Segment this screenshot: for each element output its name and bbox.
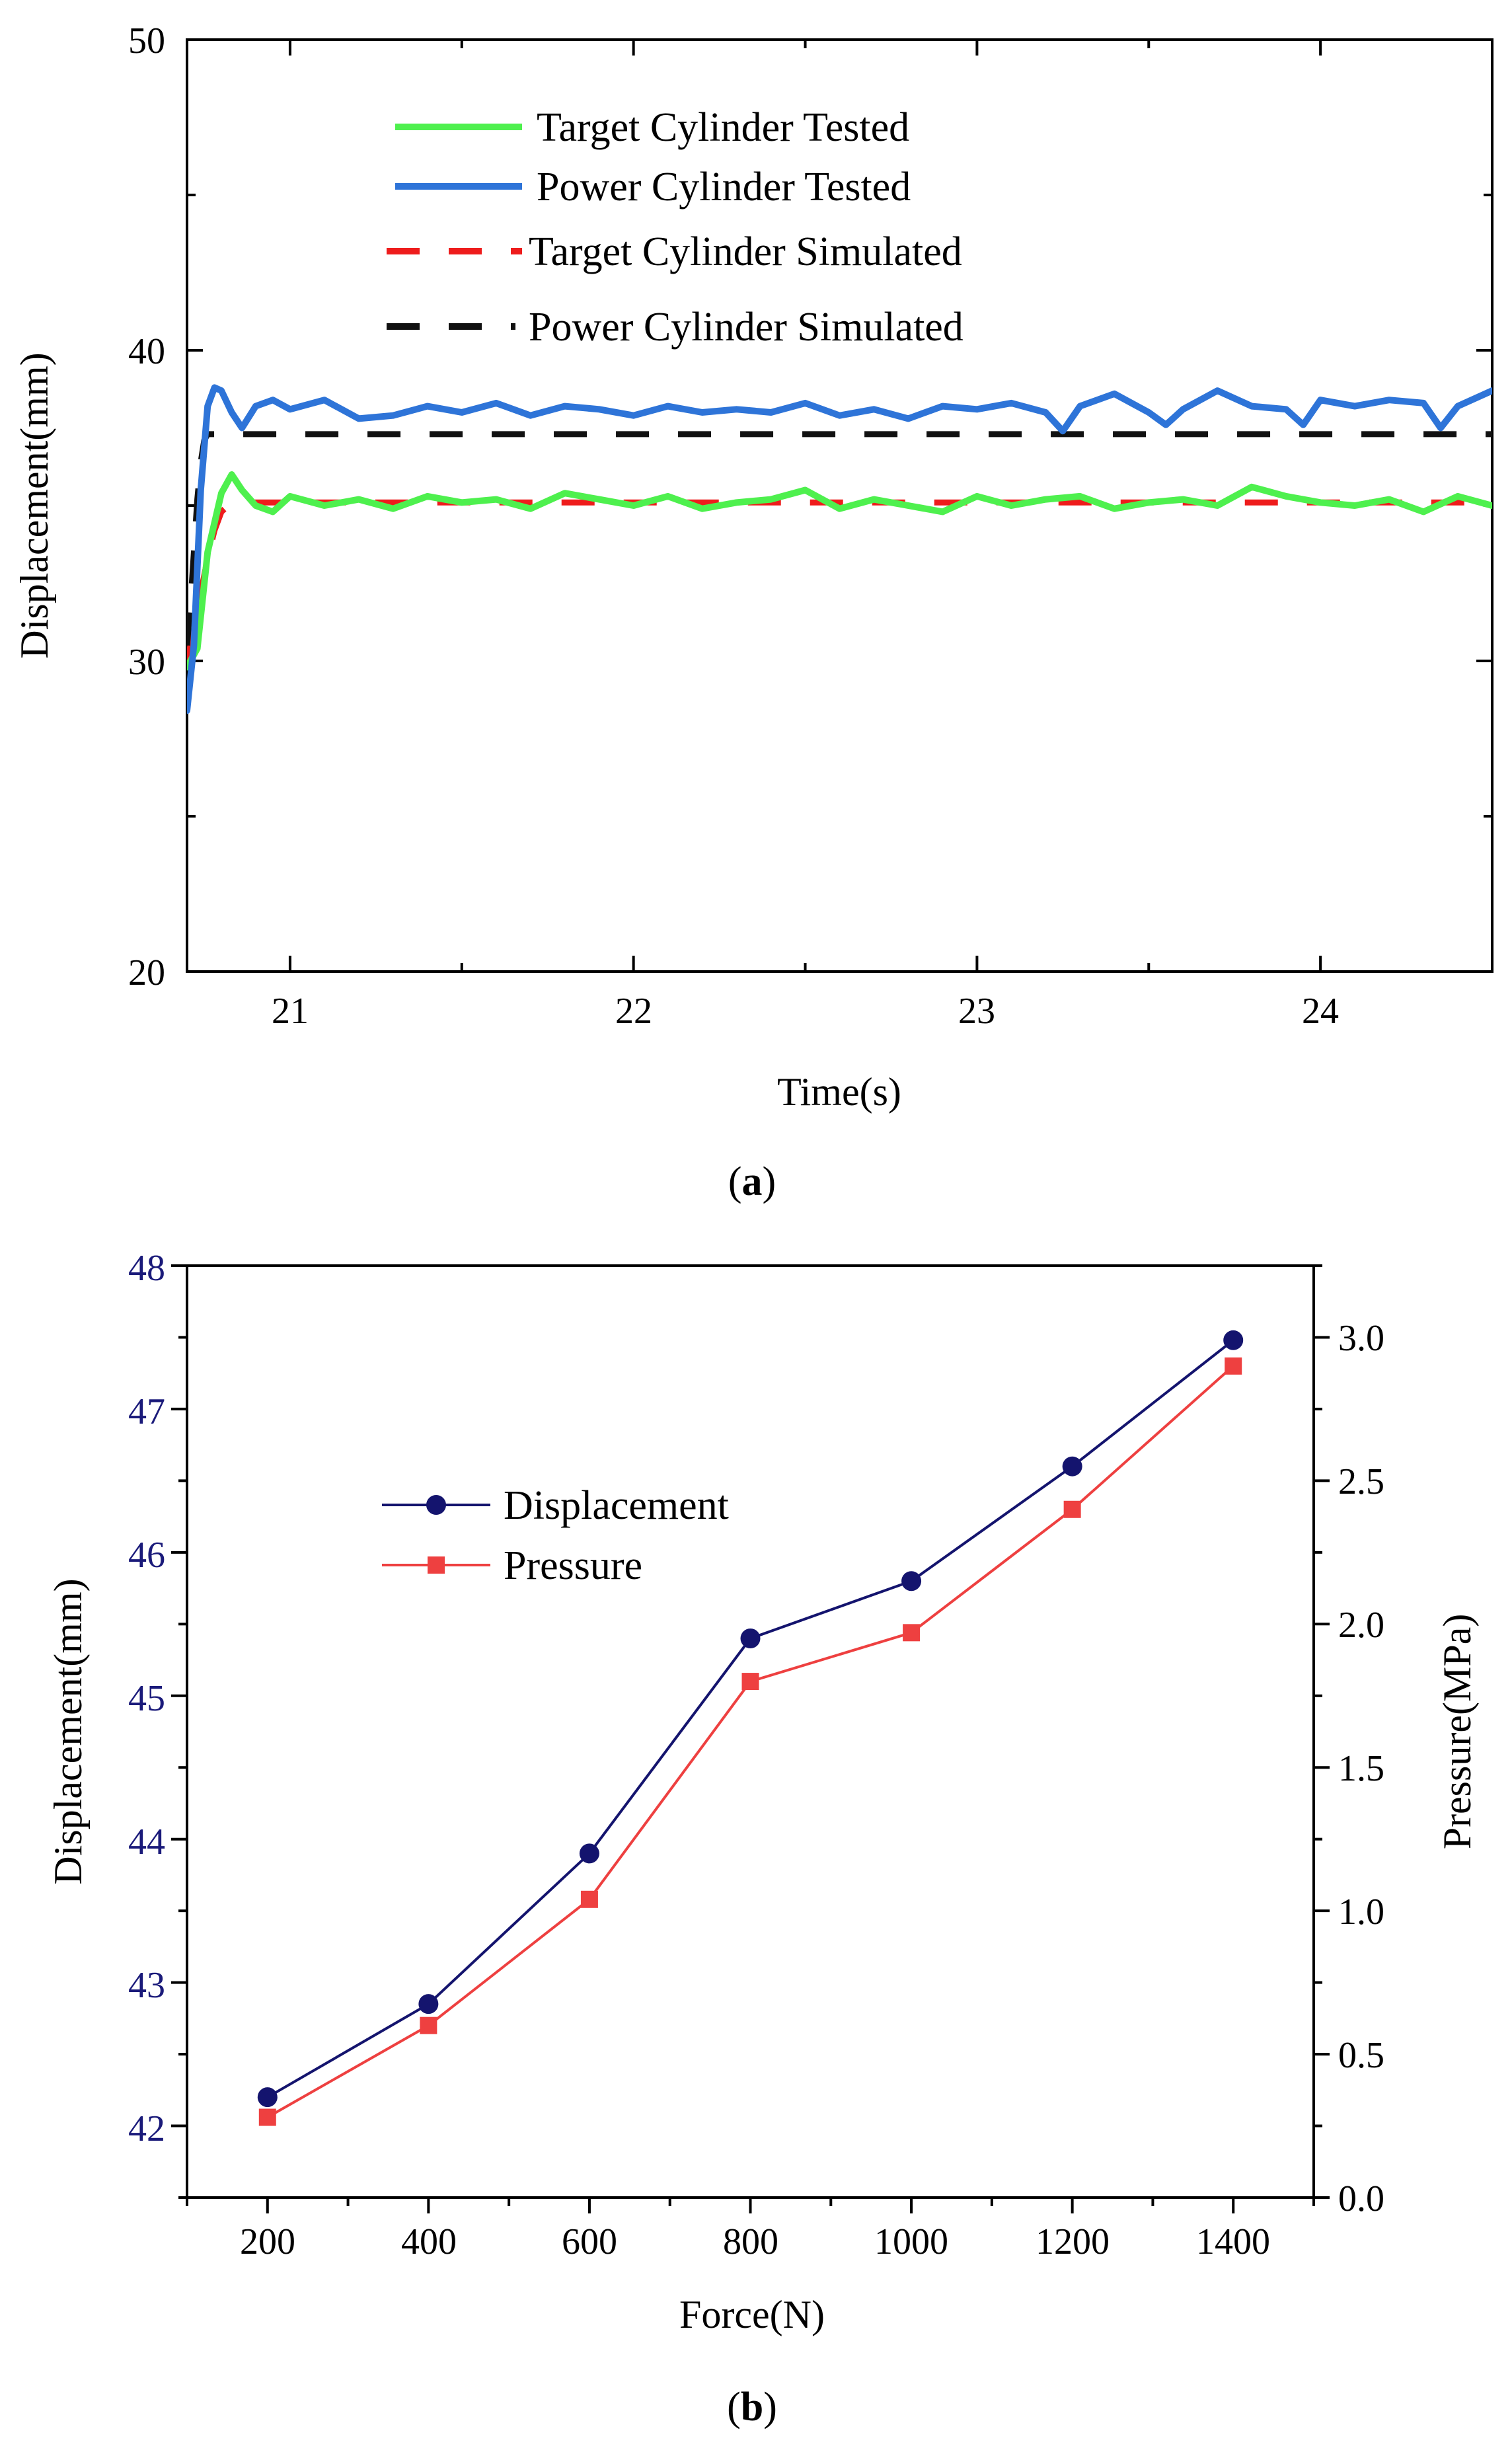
chart-b-ytick-right-label: 1.0 [1338,1892,1384,1933]
legend-marker-pressure [428,1556,445,1574]
chart-b-point-displacement [740,1629,761,1648]
chart-b-point-displacement [257,2087,278,2108]
chart-b-series-line-0 [266,1339,1234,2098]
chart-a-xtick-label: 23 [958,991,995,1032]
chart-b-legend: Displacement Pressure [382,1483,729,1588]
chart-b-ytick-label: 46 [128,1535,165,1576]
chart-b-ylabel-right: Pressure(MPa) [1435,1614,1479,1850]
legend-label-target-tested: Target Cylinder Tested [537,105,909,150]
chart-a-ytick-label: 20 [128,952,165,993]
chart-b-point-displacement [418,1994,439,2014]
chart-b-ytick-label: 48 [128,1248,165,1289]
chart-b-plot-frame [186,1264,1315,2199]
chart-b: 42 43 44 45 46 47 48 0.0 0.5 1.0 1.5 2.0… [46,1248,1479,2430]
chart-b-xtick-label: 600 [562,2221,617,2262]
chart-b-point-pressure [258,2108,276,2126]
chart-b-ylabel: Displacement(mm) [46,1578,90,1884]
chart-b-ytick-right-label: 0.5 [1338,2035,1384,2076]
chart-b-caption: (b) [727,2385,777,2430]
chart-a-xtick-label: 21 [272,991,309,1032]
chart-b-series-line-1 [266,1365,1234,2119]
chart-b-ytick-label: 44 [128,1821,165,1862]
legend-label-pressure: Pressure [504,1543,642,1588]
chart-a-caption: (a) [728,1159,776,1204]
chart-b-ytick-right-label: 2.5 [1338,1461,1384,1502]
chart-b-xtick-label: 1400 [1196,2221,1270,2262]
chart-a: 50 40 30 20 21 22 23 24 Time(s) Displace… [13,20,1493,1204]
chart-b-point-pressure [903,1624,921,1642]
chart-a-series [187,384,1492,714]
chart-b-point-pressure [1063,1500,1081,1518]
chart-b-point-displacement [1062,1456,1082,1476]
chart-a-ylabel: Displacement(mm) [13,352,56,658]
chart-b-xlabel: Force(N) [679,2293,825,2336]
legend-label-displacement: Displacement [504,1483,729,1528]
chart-a-series-line-3 [187,431,1492,646]
chart-b-ytick-right-label: 0.0 [1338,2178,1384,2219]
chart-b-point-displacement [1223,1330,1244,1350]
chart-a-xlabel: Time(s) [777,1070,901,1114]
chart-b-point-pressure [1225,1357,1242,1375]
chart-b-xtick-label: 200 [240,2221,295,2262]
chart-a-legend: Target Cylinder Tested Power Cylinder Te… [387,105,964,350]
chart-b-ytick-label: 42 [128,2108,165,2149]
chart-b-ytick-right-label: 2.0 [1338,1605,1384,1646]
chart-b-point-displacement [901,1571,922,1591]
legend-label-power-tested: Power Cylinder Tested [537,165,911,210]
chart-b-xtick-label: 800 [723,2221,778,2262]
chart-b-series [257,1330,1244,2126]
chart-a-ytick-label: 40 [128,331,165,372]
chart-b-ytick-right-label: 1.5 [1338,1748,1384,1789]
chart-a-series-line-1 [187,384,1492,714]
chart-b-xtick-label: 1200 [1036,2221,1110,2262]
chart-b-ytick-label: 45 [128,1678,165,1719]
chart-a-ytick-label: 30 [128,642,165,683]
chart-b-xtick-label: 400 [401,2221,457,2262]
chart-b-point-displacement [579,1843,599,1864]
chart-b-ticks [171,1264,1330,2213]
legend-label-target-simulated: Target Cylinder Simulated [529,229,962,274]
chart-b-xtick-label: 1000 [874,2221,948,2262]
chart-b-point-pressure [741,1673,759,1691]
chart-b-ytick-label: 47 [128,1391,165,1432]
chart-b-ytick-label: 43 [128,1965,165,2006]
chart-a-ytick-label: 50 [128,20,165,61]
legend-marker-displacement [426,1495,446,1515]
chart-a-series-line-2 [187,499,1492,662]
legend-label-power-simulated: Power Cylinder Simulated [529,305,964,350]
chart-a-xtick-label: 24 [1302,991,1339,1032]
chart-a-xtick-label: 22 [615,991,652,1032]
chart-b-point-pressure [420,2016,437,2034]
chart-b-point-pressure [580,1890,598,1908]
chart-b-ytick-right-label: 3.0 [1338,1318,1384,1359]
chart-a-series-line-0 [187,471,1492,671]
